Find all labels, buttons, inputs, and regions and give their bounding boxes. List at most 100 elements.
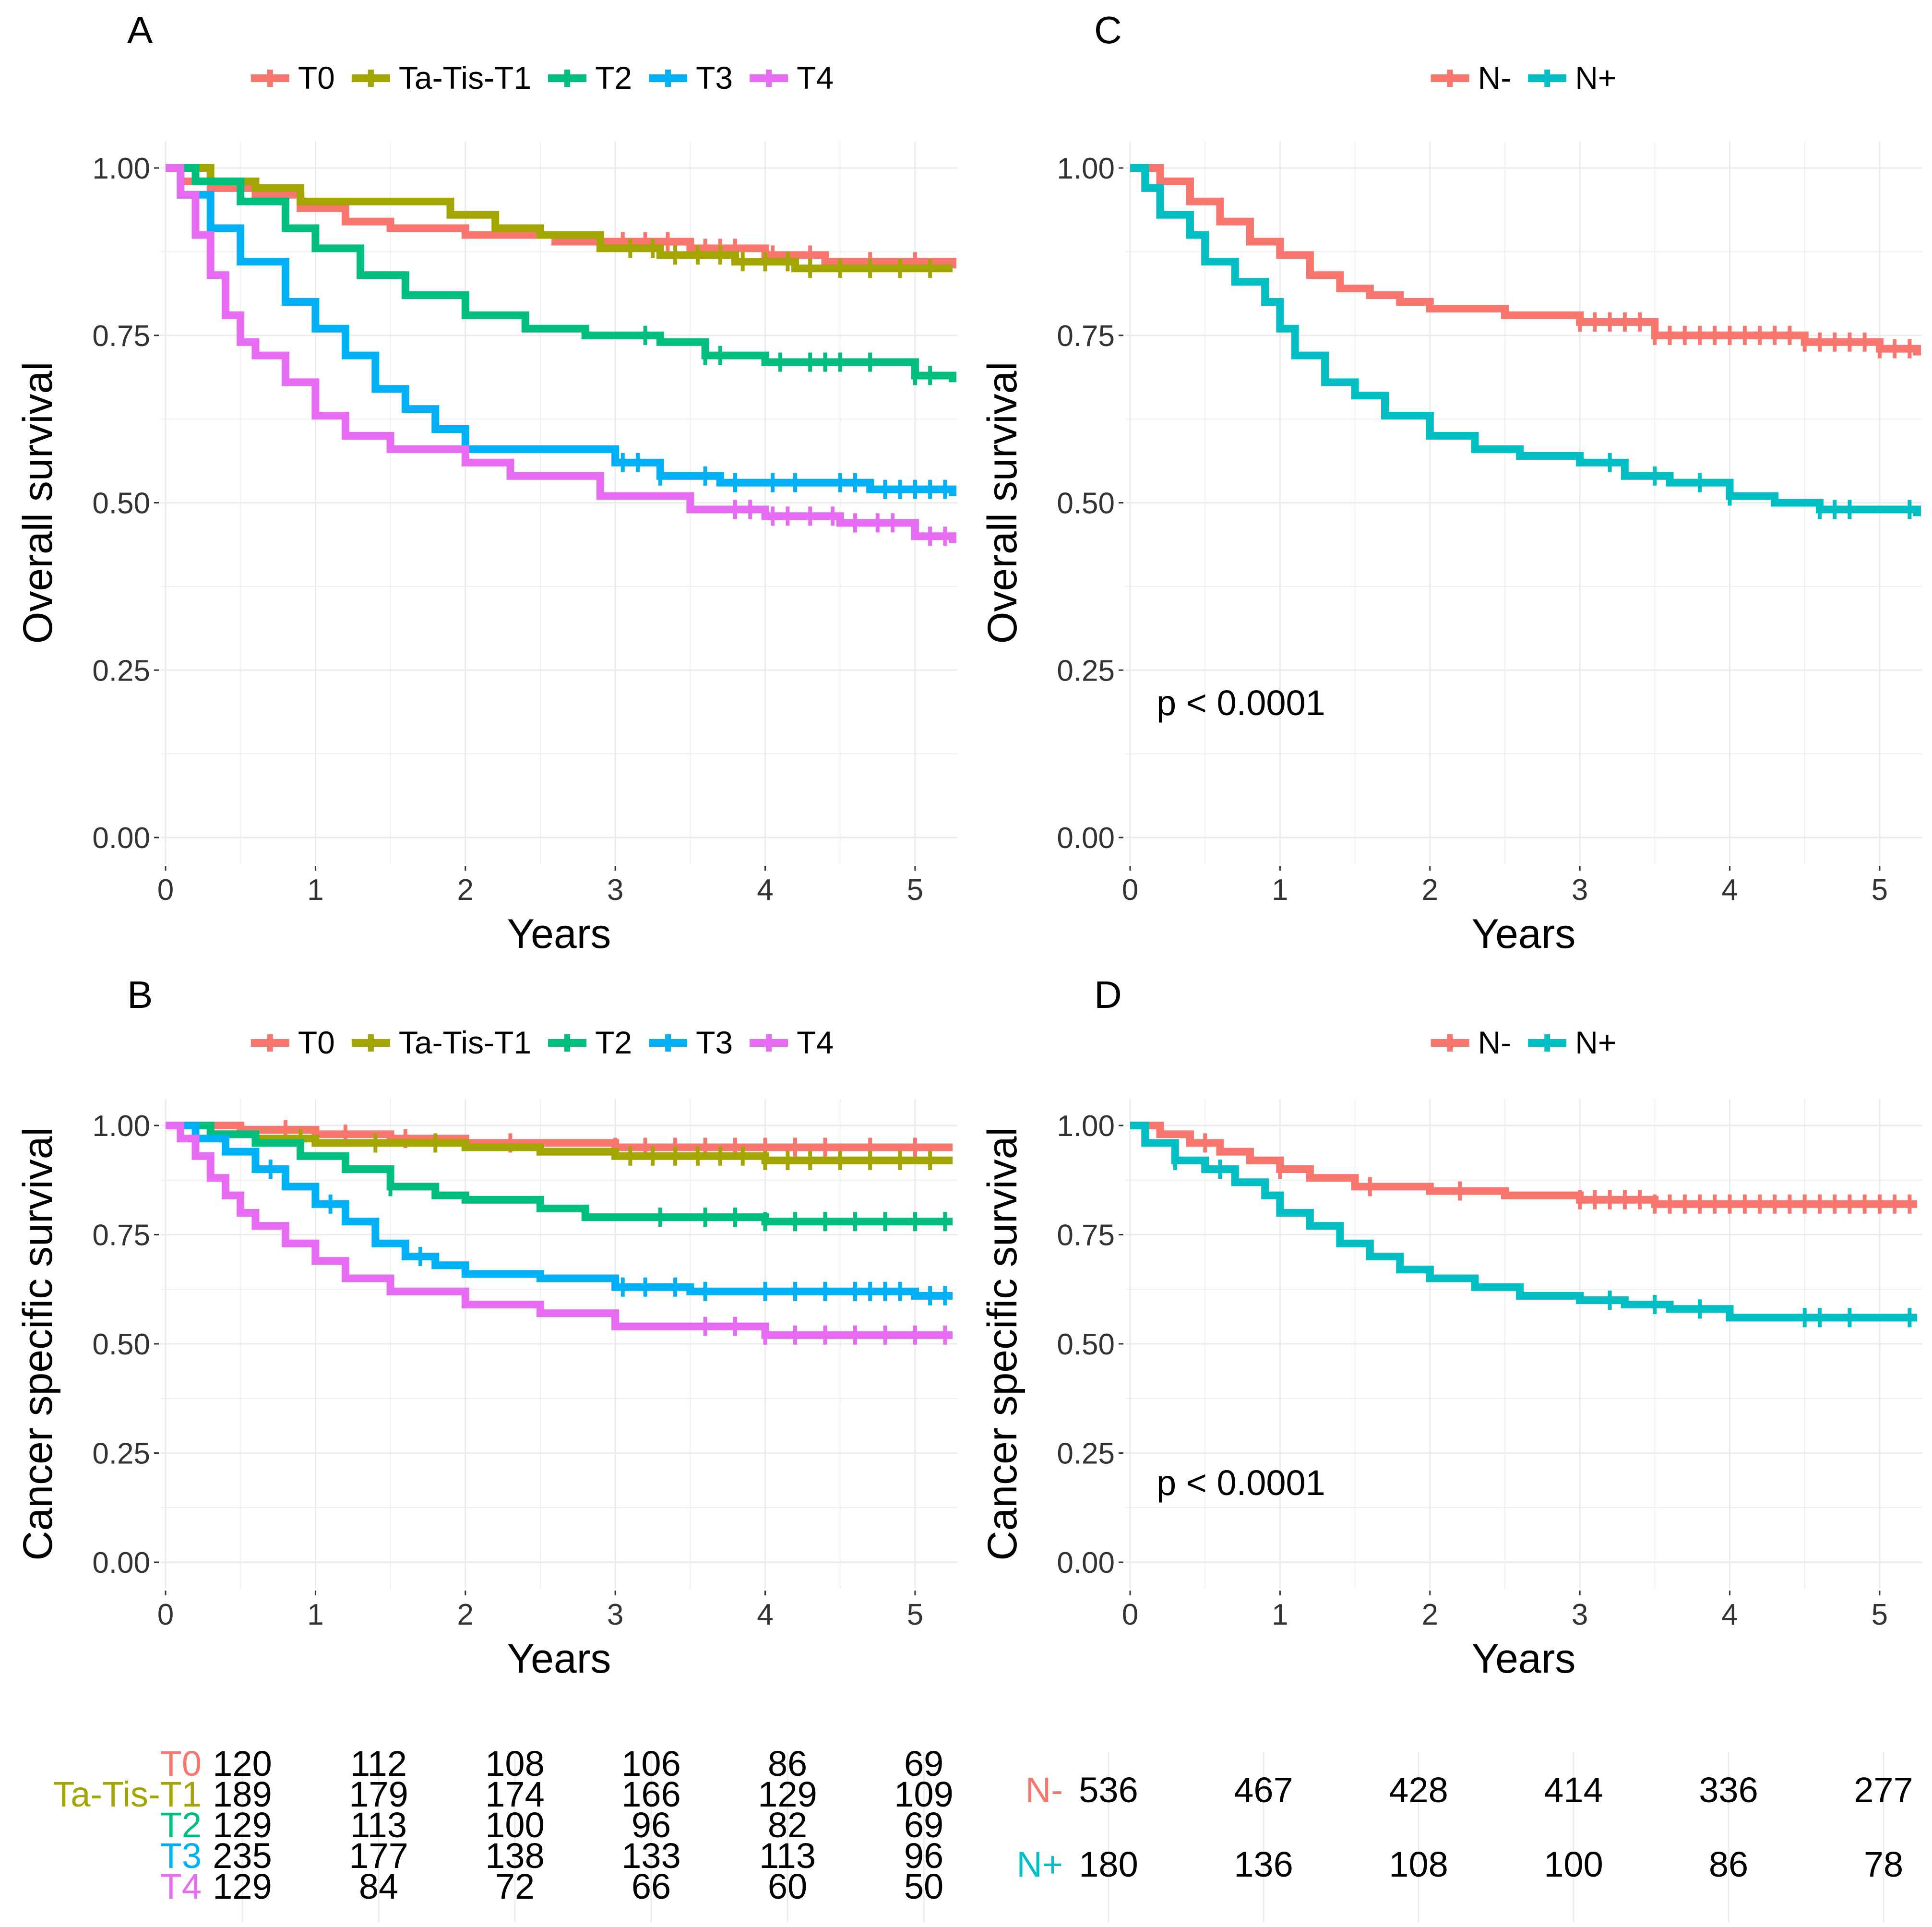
survival-curve bbox=[166, 164, 953, 273]
p-value-annotation: p < 0.0001 bbox=[1157, 1463, 1325, 1503]
x-tick-label: 0 bbox=[157, 874, 174, 907]
legend-key bbox=[548, 70, 587, 87]
x-tick-label: 1 bbox=[307, 874, 323, 907]
y-axis-title: Overall survival bbox=[15, 362, 61, 644]
y-tick-label: 0.25 bbox=[1057, 654, 1115, 687]
risk-count: 50 bbox=[904, 1867, 943, 1906]
risk-count: 66 bbox=[632, 1867, 671, 1906]
legend-label: T4 bbox=[797, 60, 834, 96]
legend: N- N+ bbox=[1431, 60, 1616, 96]
legend-key bbox=[250, 70, 289, 87]
series-n- bbox=[1130, 164, 1921, 359]
risk-count: 180 bbox=[1079, 1844, 1138, 1884]
risk-count: 536 bbox=[1079, 1770, 1138, 1810]
risk-count: 106 bbox=[621, 1744, 680, 1783]
legend-label: T4 bbox=[797, 1025, 834, 1060]
legend: N- N+ bbox=[1431, 1025, 1616, 1060]
y-tick-label: 0.25 bbox=[1057, 1437, 1115, 1471]
x-tick-label: 2 bbox=[1422, 874, 1438, 907]
risk-row-label: T4 bbox=[160, 1867, 202, 1906]
series-n- bbox=[1130, 164, 1921, 519]
legend-key bbox=[1528, 1034, 1567, 1052]
x-tick-label: 5 bbox=[907, 874, 923, 907]
x-tick-label: 0 bbox=[1122, 874, 1138, 907]
x-axis-title: Years bbox=[1472, 911, 1576, 957]
y-tick-label: 1.00 bbox=[92, 1110, 150, 1143]
x-tick-label: 2 bbox=[1422, 1598, 1438, 1631]
legend-key bbox=[351, 1034, 390, 1052]
legend-key bbox=[649, 70, 688, 87]
risk-count: 96 bbox=[632, 1805, 671, 1845]
survival-curve bbox=[166, 164, 956, 496]
risk-row: T0 120 112 108 106 86 69 bbox=[160, 1744, 944, 1783]
risk-row-label: T0 bbox=[160, 1744, 202, 1783]
y-axis-title: Cancer specific survival bbox=[979, 1127, 1026, 1560]
panel-label: C bbox=[1094, 9, 1122, 51]
x-tick-label: 4 bbox=[757, 874, 773, 907]
legend-label: T2 bbox=[595, 60, 632, 96]
risk-count: 138 bbox=[485, 1836, 544, 1876]
risk-count: 108 bbox=[1389, 1844, 1448, 1884]
risk-count: 86 bbox=[1709, 1844, 1748, 1884]
x-tick-label: 4 bbox=[1721, 1598, 1738, 1631]
legend-label: N+ bbox=[1575, 1025, 1616, 1060]
y-tick-label: 1.00 bbox=[1057, 152, 1115, 185]
survival-curve bbox=[166, 1122, 953, 1339]
risk-count: 86 bbox=[768, 1744, 807, 1783]
survival-curve bbox=[166, 164, 956, 543]
y-tick-label: 0.25 bbox=[92, 654, 150, 687]
series-t4 bbox=[166, 1122, 953, 1345]
p-value-annotation: p < 0.0001 bbox=[1157, 683, 1325, 723]
series-t4 bbox=[166, 164, 956, 546]
legend-key bbox=[1431, 70, 1469, 87]
survival-curve bbox=[1130, 1122, 1917, 1208]
y-tick-label: 0.75 bbox=[92, 1219, 150, 1252]
series-t2 bbox=[166, 164, 956, 385]
risk-count: 129 bbox=[213, 1867, 272, 1906]
legend-label: T3 bbox=[696, 1025, 733, 1060]
y-tick-label: 0.00 bbox=[1057, 1546, 1115, 1580]
panel-label: D bbox=[1094, 973, 1122, 1016]
risk-row-label: N- bbox=[1026, 1770, 1063, 1810]
y-tick-label: 0.00 bbox=[92, 822, 150, 855]
risk-count: 235 bbox=[213, 1836, 272, 1876]
risk-count: 166 bbox=[621, 1774, 680, 1814]
risk-count: 129 bbox=[758, 1774, 817, 1814]
series-ta-tis-t1 bbox=[166, 164, 953, 278]
risk-count: 72 bbox=[495, 1867, 535, 1906]
panel-a: 0.00 0.25 0.50 0.75 1.00 0 1 2 3 4 5 Years Overall s… bbox=[15, 9, 957, 957]
legend-key bbox=[351, 70, 390, 87]
survival-curve bbox=[1130, 164, 1921, 356]
y-tick-label: 0.50 bbox=[1057, 1328, 1115, 1361]
legend-key bbox=[548, 1034, 587, 1052]
legend-key bbox=[750, 1034, 788, 1052]
x-tick-label: 1 bbox=[1272, 874, 1288, 907]
legend: T0 Ta-Tis-T1 T2 T3 T4 bbox=[250, 60, 834, 96]
risk-count: 108 bbox=[485, 1744, 544, 1783]
legend-label: T2 bbox=[595, 1025, 632, 1060]
risk-count: 96 bbox=[904, 1836, 943, 1876]
risk-count: 69 bbox=[904, 1805, 943, 1845]
risk-row-label: T3 bbox=[160, 1836, 202, 1876]
legend-label: N- bbox=[1478, 1025, 1512, 1060]
series-t3 bbox=[166, 164, 956, 499]
risk-count: 112 bbox=[350, 1744, 407, 1783]
x-tick-label: 5 bbox=[907, 1598, 923, 1631]
legend-label: T3 bbox=[696, 60, 733, 96]
x-tick-label: 5 bbox=[1872, 1598, 1888, 1631]
risk-count: 133 bbox=[621, 1836, 680, 1876]
legend-key bbox=[1431, 1034, 1469, 1052]
y-axis-title: Cancer specific survival bbox=[15, 1127, 61, 1560]
legend-label: T0 bbox=[298, 1025, 335, 1060]
gridlines bbox=[161, 142, 957, 864]
panel-label: B bbox=[127, 973, 153, 1016]
x-tick-label: 3 bbox=[1572, 874, 1588, 907]
risk-row: N+ 180 136 108 100 86 78 bbox=[1016, 1844, 1903, 1884]
y-tick-label: 1.00 bbox=[1057, 1110, 1115, 1143]
series-t3 bbox=[166, 1122, 953, 1305]
panel-b: 0.00 0.25 0.50 0.75 1.00 0 1 2 3 4 5 Years Cancer sp… bbox=[15, 973, 957, 1682]
risk-count: 189 bbox=[213, 1774, 272, 1814]
risk-count: 60 bbox=[768, 1867, 807, 1906]
risk-row-label: N+ bbox=[1016, 1844, 1063, 1884]
legend: T0 Ta-Tis-T1 T2 T3 T4 bbox=[250, 1025, 834, 1060]
